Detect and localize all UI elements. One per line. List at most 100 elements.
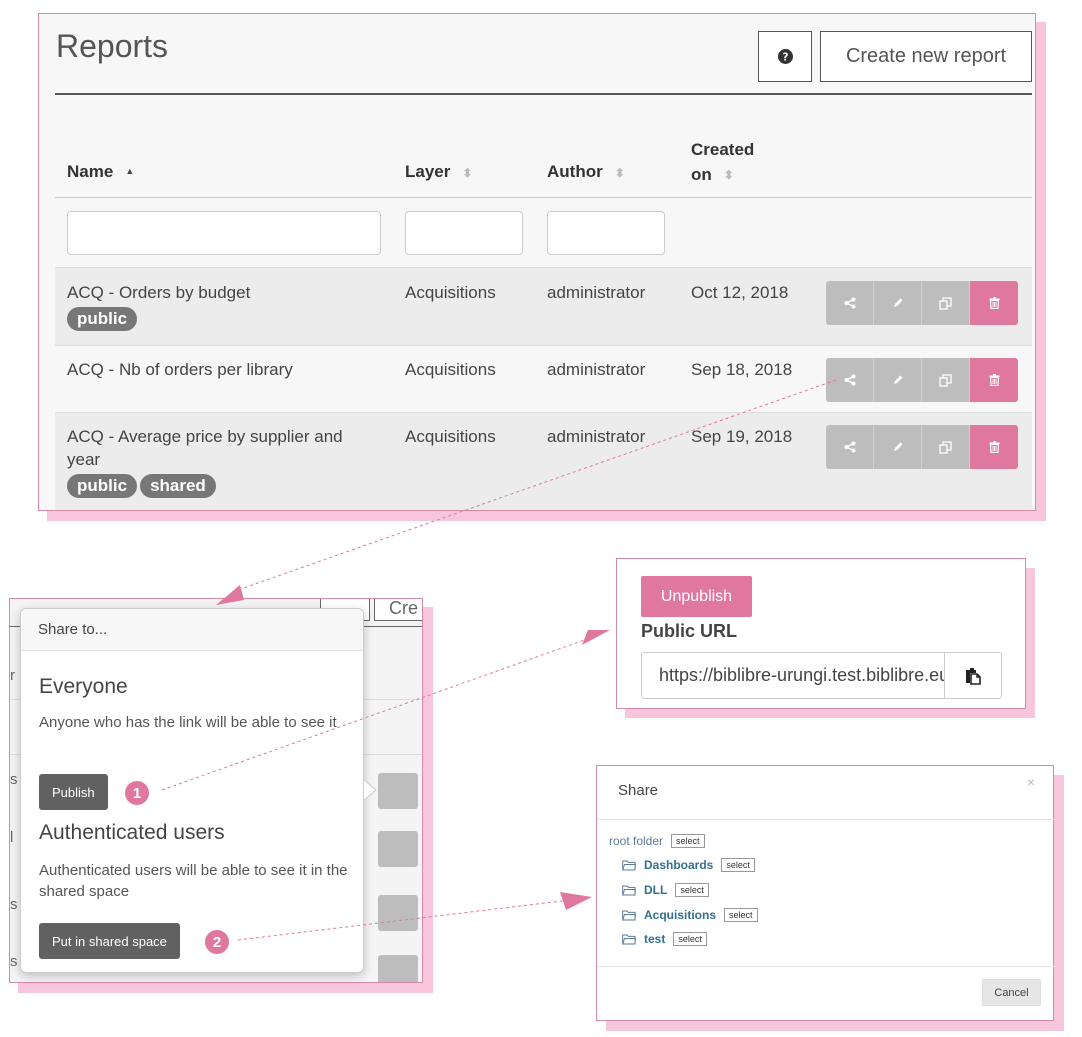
bg-share-button bbox=[378, 773, 418, 809]
table-row: ACQ - Nb of orders per library Acquisiti… bbox=[55, 345, 1032, 412]
select-button[interactable]: select bbox=[671, 834, 705, 848]
folder-label[interactable]: DLL bbox=[644, 883, 668, 897]
folder-icon bbox=[622, 860, 636, 870]
everyone-title: Everyone bbox=[39, 675, 128, 698]
bg-fragment: l bbox=[10, 829, 14, 846]
share-button[interactable] bbox=[826, 281, 874, 325]
status-badge: shared bbox=[140, 474, 216, 498]
bg-fragment: s bbox=[10, 953, 18, 970]
pencil-icon bbox=[893, 298, 902, 307]
sort-icon: ⬍ bbox=[462, 165, 473, 180]
tree-folder: test select bbox=[622, 932, 707, 946]
modal-title: Share bbox=[618, 782, 659, 799]
help-button[interactable]: ? bbox=[758, 31, 812, 82]
row-actions bbox=[826, 358, 1020, 402]
column-header-author[interactable]: Author ⬍ bbox=[547, 162, 625, 182]
bg-create-button: Cre bbox=[374, 599, 422, 621]
duplicate-button[interactable] bbox=[922, 281, 970, 325]
report-created: Sep 19, 2018 bbox=[691, 427, 793, 446]
everyone-description: Anyone who has the link will be able to … bbox=[39, 714, 337, 731]
create-report-button[interactable]: Create new report bbox=[820, 31, 1032, 82]
bg-fragment: s bbox=[10, 896, 18, 913]
column-header-name-label: Name bbox=[67, 162, 114, 181]
share-popover: Share to... Everyone Anyone who has the … bbox=[20, 608, 364, 973]
report-name-cell: ACQ - Average price by supplier and year… bbox=[67, 425, 377, 498]
bg-fragment: s bbox=[10, 771, 18, 788]
tree-folder: Acquisitions select bbox=[622, 908, 758, 922]
status-badge: public bbox=[67, 307, 138, 331]
delete-button[interactable] bbox=[970, 281, 1018, 325]
sort-icon: ⬍ bbox=[614, 165, 625, 180]
share-modal: Share × root folder select Dashboards se… bbox=[596, 765, 1055, 1021]
cancel-button[interactable]: Cancel bbox=[982, 979, 1041, 1006]
reports-panel: Reports ? Create new report Name ▲ Layer ⬍… bbox=[38, 13, 1036, 511]
report-name: ACQ - Nb of orders per library bbox=[67, 360, 293, 379]
select-button[interactable]: select bbox=[721, 858, 755, 872]
folder-label[interactable]: test bbox=[644, 932, 666, 946]
bg-fragment: r bbox=[10, 667, 15, 684]
edit-button[interactable] bbox=[874, 358, 922, 402]
folder-label[interactable]: Dashboards bbox=[644, 858, 714, 872]
edit-button[interactable] bbox=[874, 281, 922, 325]
publish-panel: Unpublish Public URL https://biblibre-ur… bbox=[616, 558, 1026, 709]
step-2-marker: 2 bbox=[205, 930, 229, 954]
report-layer: Acquisitions bbox=[405, 360, 496, 379]
folder-icon bbox=[622, 885, 636, 895]
folder-label[interactable]: Acquisitions bbox=[644, 908, 717, 922]
close-icon[interactable]: × bbox=[1026, 774, 1035, 790]
public-url-field[interactable]: https://biblibre-urungi.test.biblibre.eu… bbox=[641, 652, 945, 699]
report-created: Sep 18, 2018 bbox=[691, 360, 793, 379]
bg-share-button bbox=[378, 831, 418, 867]
report-name: ACQ - Orders by budget bbox=[67, 283, 251, 302]
authenticated-title: Authenticated users bbox=[39, 821, 225, 844]
trash-icon bbox=[989, 297, 999, 309]
clipboard-icon bbox=[966, 667, 981, 685]
select-button[interactable]: select bbox=[673, 932, 707, 946]
arrowhead-modal bbox=[560, 892, 592, 910]
share-icon bbox=[844, 374, 855, 386]
edit-button[interactable] bbox=[874, 425, 922, 469]
publish-button[interactable]: Publish bbox=[39, 774, 108, 810]
column-header-layer[interactable]: Layer ⬍ bbox=[405, 162, 472, 182]
report-author: administrator bbox=[547, 427, 646, 446]
report-name-cell: ACQ - Orders by budget public bbox=[67, 281, 377, 331]
pencil-icon bbox=[893, 375, 902, 384]
filter-author-input[interactable] bbox=[547, 211, 665, 255]
table-row: ACQ - Orders by budget public Acquisitio… bbox=[55, 267, 1032, 345]
filter-name-input[interactable] bbox=[67, 211, 381, 255]
select-button[interactable]: select bbox=[675, 883, 709, 897]
delete-button[interactable] bbox=[970, 358, 1018, 402]
share-icon bbox=[844, 297, 855, 309]
share-button[interactable] bbox=[826, 358, 874, 402]
tree-folder: Dashboards select bbox=[622, 858, 755, 872]
report-author: administrator bbox=[547, 283, 646, 302]
column-header-created-label: Created bbox=[691, 140, 755, 159]
filter-layer-input[interactable] bbox=[405, 211, 523, 255]
popover-header: Share to... bbox=[21, 609, 363, 651]
column-header-created[interactable]: Created on ⬍ bbox=[691, 137, 754, 188]
column-header-layer-label: Layer bbox=[405, 162, 451, 181]
row-actions bbox=[826, 425, 1020, 469]
folder-icon bbox=[622, 910, 636, 920]
page-title: Reports bbox=[56, 28, 169, 64]
svg-text:?: ? bbox=[782, 51, 788, 63]
row-actions bbox=[826, 281, 1020, 325]
duplicate-button[interactable] bbox=[922, 425, 970, 469]
shared-space-button[interactable]: Put in shared space bbox=[39, 923, 180, 959]
select-button[interactable]: select bbox=[724, 908, 758, 922]
bg-share-button bbox=[378, 955, 418, 982]
copy-url-button[interactable] bbox=[944, 652, 1002, 699]
copy-icon bbox=[939, 373, 952, 387]
share-button[interactable] bbox=[826, 425, 874, 469]
modal-header-divider bbox=[597, 819, 1055, 820]
duplicate-button[interactable] bbox=[922, 358, 970, 402]
report-name: ACQ - Average price by supplier and year bbox=[67, 427, 343, 469]
authenticated-description: Authenticated users will be able to see … bbox=[39, 862, 348, 900]
report-layer: Acquisitions bbox=[405, 427, 496, 446]
status-badge: public bbox=[67, 474, 138, 498]
trash-icon bbox=[989, 374, 999, 386]
column-header-name[interactable]: Name ▲ bbox=[67, 162, 134, 182]
unpublish-button[interactable]: Unpublish bbox=[641, 576, 752, 617]
delete-button[interactable] bbox=[970, 425, 1018, 469]
column-header-author-label: Author bbox=[547, 162, 603, 181]
